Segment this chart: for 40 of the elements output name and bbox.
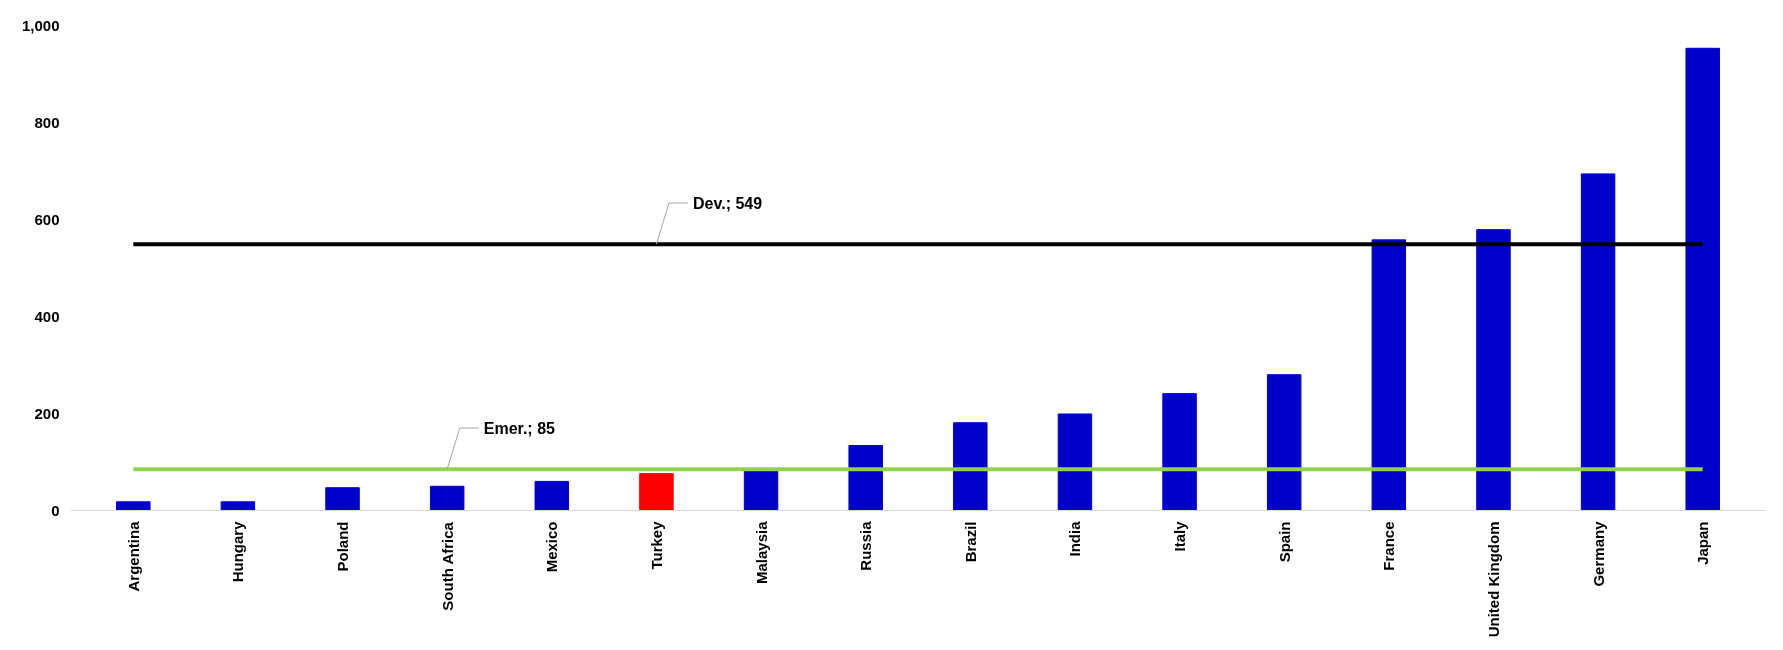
y-tick-label: 1,000 bbox=[21, 16, 60, 34]
x-tick-label: Poland bbox=[334, 521, 352, 572]
x-tick-label: Italy bbox=[1171, 520, 1189, 552]
bar bbox=[1057, 413, 1093, 511]
ref-line-label: Emer.; 85 bbox=[483, 419, 556, 437]
bar bbox=[220, 501, 256, 511]
x-tick-label: Russia bbox=[857, 520, 875, 571]
bar bbox=[1685, 47, 1720, 511]
bar bbox=[1162, 393, 1197, 511]
bar bbox=[953, 422, 988, 511]
x-tick-label: Malaysia bbox=[752, 520, 770, 585]
x-tick-label: France bbox=[1380, 521, 1398, 571]
bar bbox=[1371, 239, 1407, 511]
x-tick-label: Spain bbox=[1275, 521, 1293, 563]
bar bbox=[534, 480, 570, 511]
x-tick-label: United Kingdom bbox=[1484, 521, 1502, 638]
x-tick-label: Mexico bbox=[543, 521, 561, 573]
y-tick-label: 200 bbox=[34, 404, 60, 422]
bar bbox=[1476, 229, 1511, 511]
x-tick-label: Germany bbox=[1589, 520, 1607, 587]
x-tick-label: India bbox=[1066, 520, 1084, 557]
bar bbox=[743, 468, 779, 511]
x-tick-label: Turkey bbox=[647, 520, 665, 570]
bar bbox=[1266, 374, 1302, 511]
x-tick-label: Argentina bbox=[124, 520, 142, 592]
bar bbox=[848, 445, 883, 511]
x-tick-label: South Africa bbox=[438, 521, 456, 611]
x-tick-label: Japan bbox=[1694, 521, 1712, 565]
bar bbox=[429, 485, 465, 511]
y-tick-label: 600 bbox=[34, 210, 60, 228]
bar bbox=[1580, 173, 1616, 511]
ref-line-label: Dev.; 549 bbox=[693, 194, 763, 212]
bar bbox=[325, 487, 360, 511]
y-tick-label: 400 bbox=[34, 307, 60, 325]
y-tick-label: 0 bbox=[51, 501, 60, 519]
x-tick-label: Brazil bbox=[961, 521, 979, 563]
y-tick-label: 800 bbox=[34, 113, 60, 131]
bar bbox=[639, 473, 674, 511]
x-tick-label: Hungary bbox=[229, 520, 247, 583]
bar bbox=[116, 501, 151, 511]
